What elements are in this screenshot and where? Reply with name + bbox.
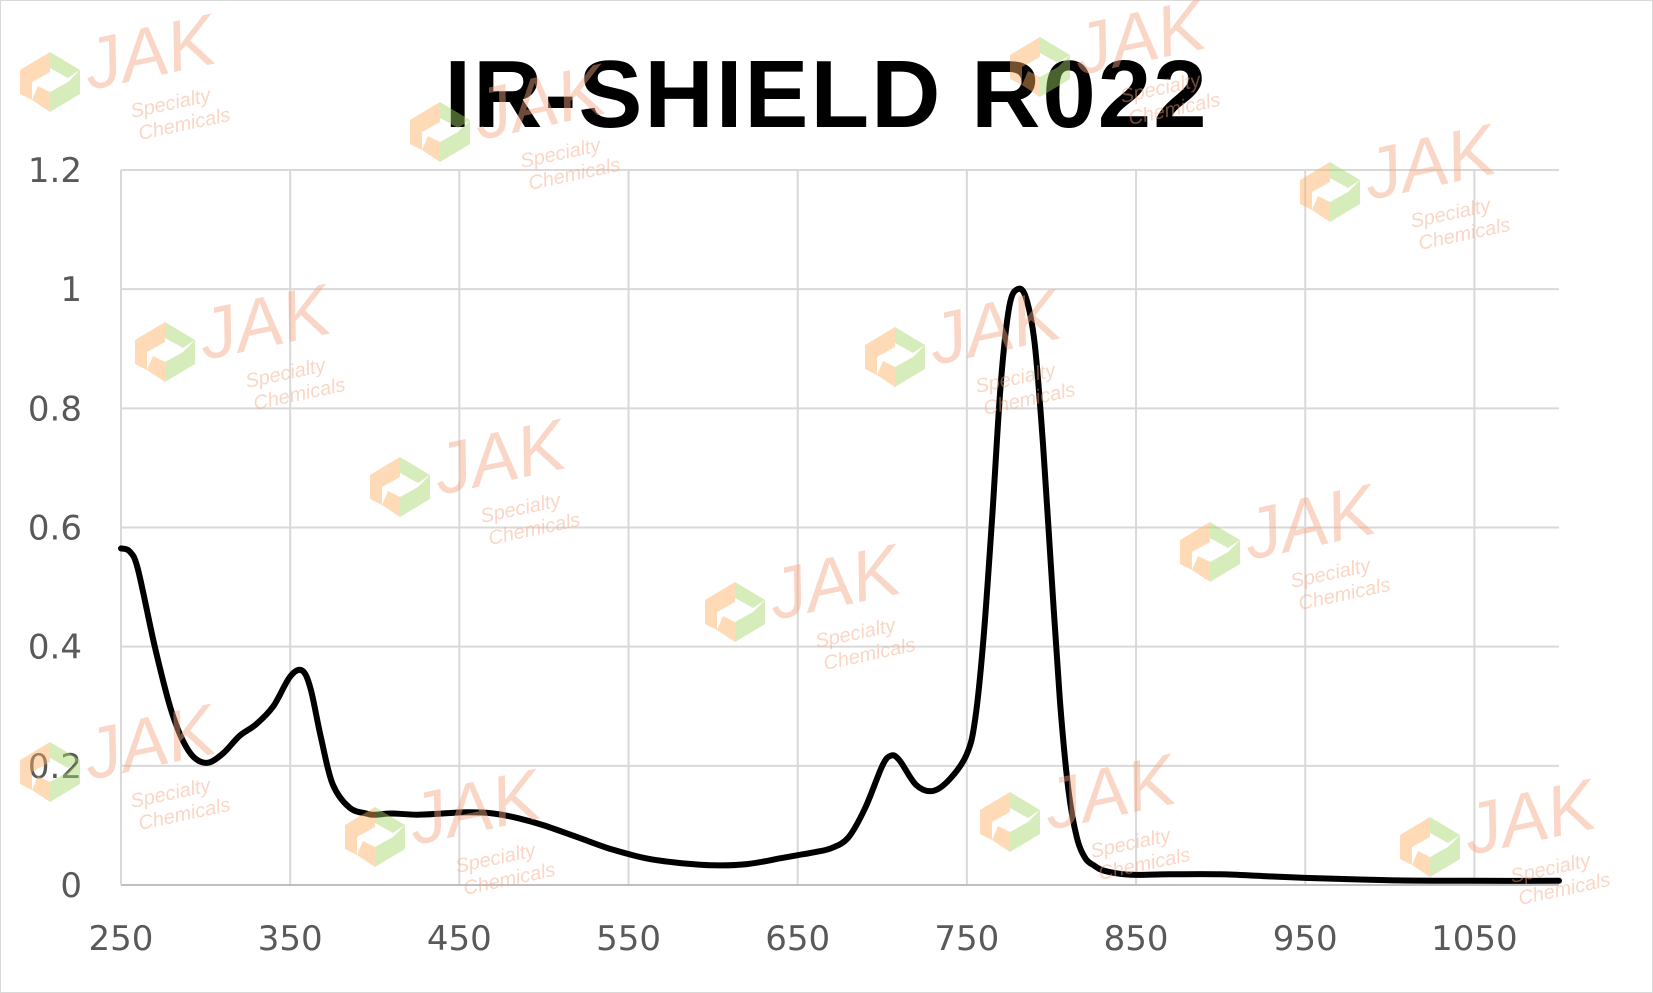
x-tick-label: 850	[1104, 919, 1169, 959]
y-tick-label: 0	[60, 866, 82, 906]
y-tick-label: 0.4	[28, 628, 82, 668]
y-tick-label: 1	[60, 270, 82, 310]
x-tick-label: 750	[934, 919, 999, 959]
x-tick-label: 350	[258, 919, 323, 959]
x-tick-label: 550	[596, 919, 661, 959]
x-tick-label: 450	[427, 919, 492, 959]
x-tick-label: 250	[89, 919, 154, 959]
x-tick-label: 1050	[1431, 919, 1518, 959]
chart-title: IR-SHIELD R022	[444, 41, 1209, 148]
y-tick-label: 0.8	[28, 389, 82, 429]
series-line	[118, 285, 1562, 884]
y-axis-ticks: 0 0.2 0.4 0.6 0.8 1 1.2	[28, 151, 82, 906]
x-tick-label: 650	[765, 919, 830, 959]
y-tick-label: 0.6	[28, 509, 82, 549]
gridlines	[121, 169, 1559, 885]
y-tick-label: 0.2	[28, 747, 82, 787]
y-tick-label: 1.2	[28, 151, 82, 191]
x-axis-ticks: 250 350 450 550 650 750 850 950 1050	[89, 919, 1518, 959]
axes	[120, 170, 1559, 886]
series-group	[118, 285, 1562, 884]
x-tick-label: 950	[1273, 919, 1338, 959]
